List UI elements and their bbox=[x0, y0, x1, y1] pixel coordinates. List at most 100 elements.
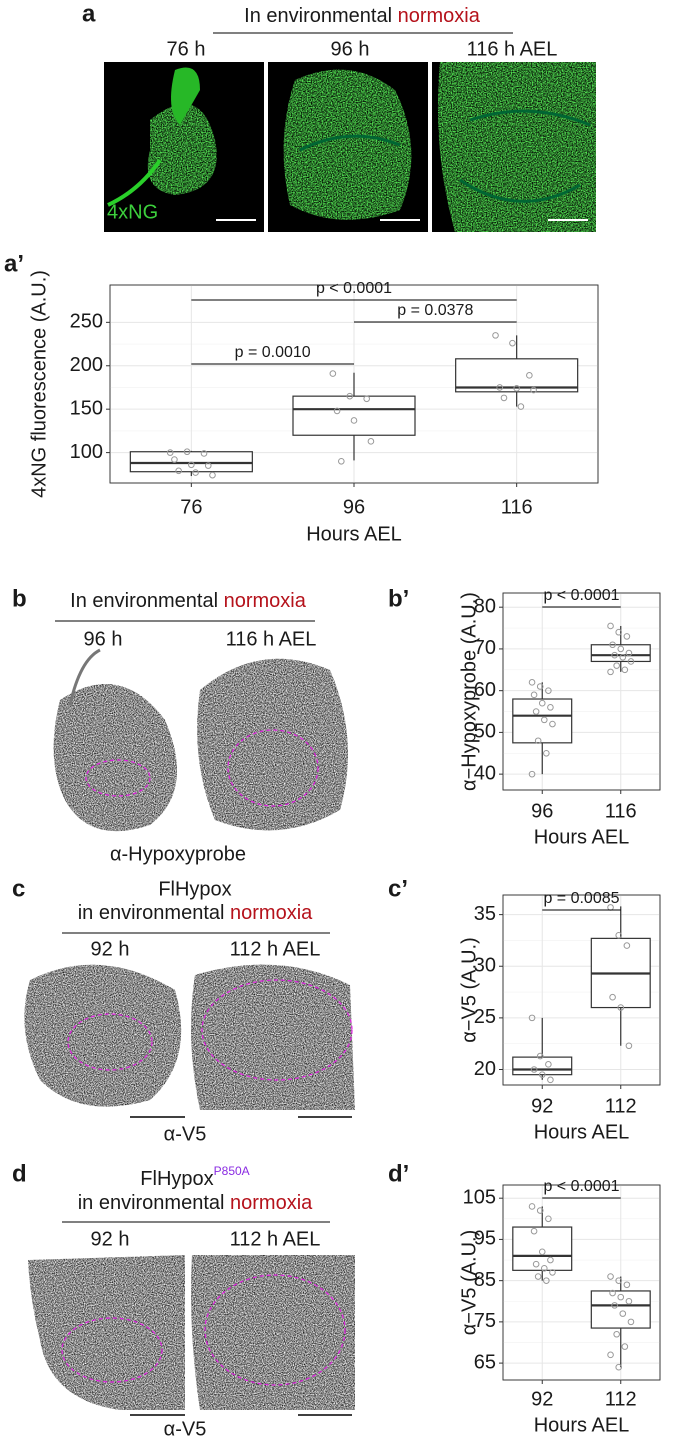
p-value: p < 0.0001 bbox=[543, 1178, 619, 1195]
header-highlight: normoxia bbox=[398, 5, 481, 27]
time-label: 116 h AEL bbox=[226, 628, 317, 650]
data-point bbox=[625, 1297, 633, 1305]
y-axis-label: α−Hypoxyprobe (A.U.) bbox=[458, 592, 480, 791]
box bbox=[455, 358, 579, 393]
time-label: 116 h AEL bbox=[467, 38, 558, 60]
data-point bbox=[617, 645, 625, 653]
data-point bbox=[188, 461, 195, 469]
micrograph-row bbox=[24, 964, 355, 1118]
data-point bbox=[333, 407, 341, 415]
data-point bbox=[517, 403, 525, 410]
data-point bbox=[530, 1066, 538, 1073]
data-point bbox=[607, 622, 614, 630]
data-point bbox=[183, 448, 191, 456]
x-tick-label: 112 bbox=[605, 1095, 637, 1117]
y-tick-label: 35 bbox=[474, 903, 496, 925]
data-point bbox=[549, 720, 556, 728]
y-axis-label: 4xNG fluorescence (A.U.) bbox=[28, 270, 50, 498]
time-label: 96 h bbox=[84, 628, 123, 650]
plot-frame bbox=[502, 1184, 661, 1381]
data-point bbox=[509, 339, 516, 347]
stain-label: α-V5 bbox=[164, 1123, 207, 1145]
data-point bbox=[513, 385, 520, 392]
box bbox=[590, 1290, 651, 1329]
data-point bbox=[171, 456, 178, 463]
panel-header: In environmental normoxia bbox=[70, 590, 307, 612]
data-point bbox=[536, 683, 544, 690]
data-point bbox=[545, 1061, 552, 1068]
y-tick-label: 50 bbox=[474, 721, 496, 743]
data-point bbox=[536, 1052, 544, 1060]
x-tick-label: 116 bbox=[501, 496, 533, 518]
data-point bbox=[549, 1269, 556, 1276]
x-tick-label: 96 bbox=[531, 800, 553, 822]
data-point bbox=[528, 1014, 536, 1022]
header-text: In environmental bbox=[244, 5, 397, 27]
data-point bbox=[166, 449, 174, 456]
header-highlight: normoxia bbox=[230, 902, 313, 924]
y-tick-label: 80 bbox=[474, 595, 496, 617]
data-point bbox=[615, 931, 623, 939]
data-point bbox=[204, 462, 212, 469]
y-axis-label: α−V5 (A.U.) bbox=[458, 1230, 480, 1335]
time-label: 96 h bbox=[331, 38, 370, 60]
panel-label: c’ bbox=[388, 875, 408, 902]
y-tick-label: 150 bbox=[70, 397, 103, 419]
data-point bbox=[346, 392, 354, 400]
y-tick-label: 85 bbox=[474, 1269, 496, 1291]
x-tick-label: 92 bbox=[531, 1388, 553, 1410]
data-point bbox=[613, 1330, 620, 1338]
data-point bbox=[613, 662, 620, 669]
data-point bbox=[621, 1343, 629, 1350]
plot-frame bbox=[502, 894, 661, 1086]
data-point bbox=[547, 1256, 554, 1264]
x-tick-label: 96 bbox=[343, 496, 365, 518]
time-label: 112 h AEL bbox=[230, 938, 321, 960]
panel-label: b bbox=[12, 585, 27, 612]
y-tick-label: 200 bbox=[70, 354, 103, 376]
y-tick-label: 75 bbox=[474, 1310, 496, 1332]
data-point bbox=[538, 1071, 546, 1078]
time-label: 92 h bbox=[91, 938, 130, 960]
data-point bbox=[627, 1318, 635, 1326]
p-value: p = 0.0085 bbox=[543, 890, 619, 907]
data-point bbox=[547, 704, 554, 711]
data-point bbox=[532, 1260, 540, 1268]
panel-header: in environmental normoxia bbox=[78, 1192, 313, 1214]
header-highlight: normoxia bbox=[224, 590, 307, 612]
x-axis-label: Hours AEL bbox=[534, 826, 630, 848]
data-point bbox=[547, 1076, 554, 1084]
data-point bbox=[617, 1293, 625, 1301]
data-point bbox=[621, 666, 629, 674]
data-point bbox=[623, 1281, 631, 1289]
data-point bbox=[530, 691, 538, 699]
y-tick-label: 20 bbox=[474, 1058, 496, 1080]
stain-label: α-V5 bbox=[164, 1418, 207, 1439]
data-point bbox=[609, 1289, 616, 1297]
data-point bbox=[200, 450, 208, 457]
p-value: p < 0.0001 bbox=[316, 280, 392, 297]
panel-header: in environmental normoxia bbox=[78, 902, 313, 924]
x-tick-label: 116 bbox=[605, 800, 637, 822]
data-point bbox=[623, 942, 631, 949]
data-point bbox=[534, 737, 542, 745]
data-point bbox=[528, 1203, 536, 1210]
data-point bbox=[615, 1363, 623, 1371]
panel-title: FlHypox bbox=[158, 878, 231, 900]
panel-label: b’ bbox=[388, 585, 409, 612]
y-tick-label: 40 bbox=[474, 762, 496, 784]
y-tick-label: 105 bbox=[463, 1186, 496, 1208]
micrograph-row bbox=[28, 1255, 355, 1416]
y-tick-label: 60 bbox=[474, 679, 496, 701]
data-point bbox=[536, 1207, 544, 1214]
data-point bbox=[611, 651, 618, 659]
data-point bbox=[615, 1277, 623, 1284]
data-point bbox=[545, 687, 552, 694]
x-axis-label: Hours AEL bbox=[534, 1121, 630, 1143]
x-axis-label: Hours AEL bbox=[306, 523, 402, 545]
data-point bbox=[192, 469, 199, 476]
data-point bbox=[209, 471, 216, 479]
data-point bbox=[607, 1273, 614, 1280]
panel-label: d bbox=[12, 1160, 27, 1187]
data-point bbox=[545, 1215, 552, 1223]
